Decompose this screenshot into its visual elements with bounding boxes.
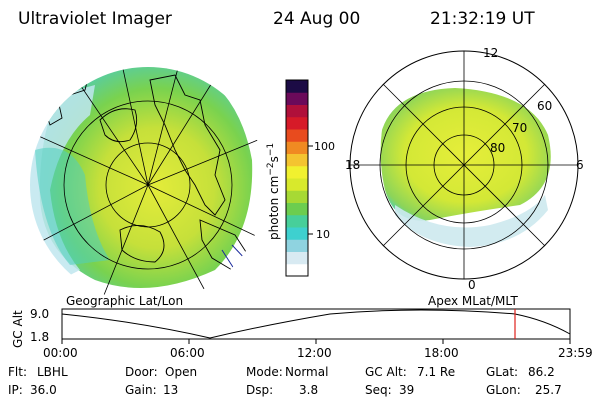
altitude-plot: GC Alt 9.0 1.8 00:00 06:00 12:00 18:00 2… <box>11 307 593 360</box>
altitude-ylabel: GC Alt <box>11 310 25 348</box>
status-gain-key: Gain: <box>125 383 157 397</box>
colorbar-swatch <box>286 116 308 130</box>
status-flt-key: Flt: <box>8 365 27 379</box>
xtick-1800: 18:00 <box>424 346 459 360</box>
geographic-image <box>30 67 266 303</box>
status-seq-key: Seq: <box>365 383 392 397</box>
colorbar-swatch <box>286 202 308 216</box>
status-info: Flt: LBHL Door: Open Mode: Normal GC Alt… <box>8 365 562 397</box>
right-panel-label: Apex MLat/MLT <box>428 294 518 308</box>
colorbar-swatch <box>286 92 308 105</box>
colorbar-swatch <box>286 153 308 167</box>
status-mode-key: Mode: <box>246 365 283 379</box>
lat-label-80: 80 <box>490 141 505 155</box>
colorbar-swatch <box>286 141 308 154</box>
status-door-key: Door: <box>125 365 158 379</box>
polar-plot: 12 18 6 0 60 70 80 <box>345 46 584 292</box>
xtick-1200: 12:00 <box>297 346 332 360</box>
date: 24 Aug 00 <box>273 9 360 29</box>
colorbar-swatch <box>286 104 308 118</box>
colorbar-swatch <box>286 178 308 191</box>
status-ip-value: 36.0 <box>30 383 57 397</box>
left-panel-label: Geographic Lat/Lon <box>66 294 183 308</box>
mlt-label-0: 0 <box>468 278 476 292</box>
status-glon-value: 25.7 <box>535 383 562 397</box>
status-gcalt-value: 7.1 Re <box>417 365 455 379</box>
status-glat-value: 86.2 <box>528 365 555 379</box>
status-glat-key: GLat: <box>486 365 518 379</box>
xtick-2359: 23:59 <box>558 346 593 360</box>
colorbar-swatch <box>286 239 308 252</box>
status-dsp-key: Dsp: <box>246 383 273 397</box>
status-ip-key: IP: <box>8 383 23 397</box>
colorbar-swatch <box>286 190 308 203</box>
colorbar-swatch <box>286 251 308 265</box>
mlt-label-12: 12 <box>483 46 498 60</box>
status-door-value: Open <box>165 365 197 379</box>
status-mode-value: Normal <box>285 365 328 379</box>
xtick-0000: 00:00 <box>43 346 78 360</box>
status-seq-value: 39 <box>399 383 414 397</box>
status-gcalt-key: GC Alt: <box>365 365 407 379</box>
colorbar-swatch <box>286 165 308 179</box>
status-glon-key: GLon: <box>486 383 521 397</box>
status-dsp-value: 3.8 <box>299 383 318 397</box>
colorbar-swatch <box>286 227 308 240</box>
colorbar: 100 10 photon cm−2s−1 <box>266 79 335 277</box>
colorbar-swatch <box>286 80 308 93</box>
colorbar-swatch <box>286 214 308 228</box>
colorbar-swatch <box>286 263 308 277</box>
colorbar-label: photon cm−2s−1 <box>266 143 281 240</box>
altitude-ytick-max: 9.0 <box>30 307 49 321</box>
status-flt-value: LBHL <box>37 365 68 379</box>
time: 21:32:19 UT <box>430 9 535 29</box>
altitude-ytick-min: 1.8 <box>30 330 49 344</box>
status-gain-value: 13 <box>163 383 178 397</box>
xtick-0600: 06:00 <box>170 346 205 360</box>
colorbar-tick-100: 100 <box>314 140 335 153</box>
lat-label-60: 60 <box>537 99 552 113</box>
mlt-label-18: 18 <box>345 158 360 172</box>
title: Ultraviolet Imager <box>18 9 172 29</box>
colorbar-gradient <box>286 80 308 277</box>
lat-label-70: 70 <box>512 121 527 135</box>
colorbar-tick-10: 10 <box>316 228 330 241</box>
mlt-label-6: 6 <box>576 158 584 172</box>
colorbar-swatch <box>286 129 308 142</box>
